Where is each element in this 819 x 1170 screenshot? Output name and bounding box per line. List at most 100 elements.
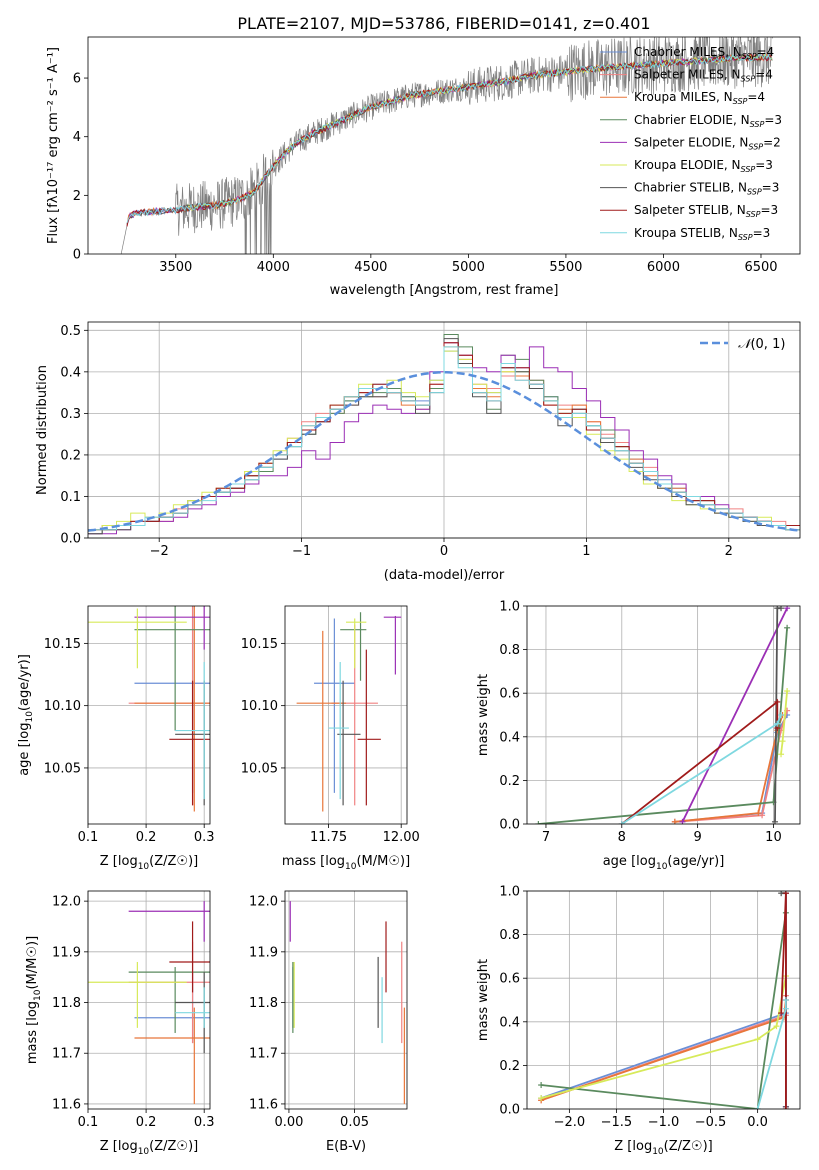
y-tick-label: 11.7 [249, 1047, 278, 1062]
y-tick-label: 11.8 [249, 996, 278, 1011]
y-axis-label: mass weight [476, 674, 491, 756]
y-tick-label: 11.6 [52, 1097, 81, 1112]
x-tick-label: 4000 [257, 260, 290, 275]
x-axis-label: Z [log10(Z/Z☉)] [614, 1139, 712, 1157]
y-tick-label: 12.0 [52, 895, 81, 910]
x-axis-label: mass [log10(M/M☉)] [282, 854, 410, 872]
y-tick-label: 0.4 [499, 1015, 520, 1030]
x-tick-label: 0.2 [136, 1115, 157, 1130]
axes-frame [87, 36, 801, 255]
x-axis-label: wavelength [Angstrom, rest frame] [330, 283, 559, 298]
axes-frame [87, 890, 211, 1110]
y-tick-label: 0.6 [499, 972, 520, 987]
y-tick-label: 0.8 [499, 643, 520, 658]
y-tick-label: 11.7 [52, 1047, 81, 1062]
legend-label-salpeter-elodie: Salpeter ELODIE, NSSP=2 [634, 135, 781, 151]
mass-weight-vs-age-plot-area [535, 606, 791, 824]
y-tick-label: 0.1 [60, 490, 81, 505]
x-tick-label: 5500 [549, 260, 582, 275]
legend-label-salpeter-stelib: Salpeter STELIB, NSSP=3 [634, 203, 778, 219]
y-tick-label: 1.0 [499, 885, 520, 900]
residuals-legend: 𝒩(0, 1) [700, 337, 785, 352]
x-tick-label: 6500 [744, 260, 777, 275]
x-tick-label: 0 [440, 544, 448, 559]
x-tick-label: −0.5 [695, 1115, 727, 1130]
legend-label-kroupa-miles: Kroupa MILES, NSSP=4 [634, 90, 765, 106]
legend-label-salpeter-miles: Salpeter MILES, NSSP=4 [634, 68, 773, 84]
y-tick-label: 0.6 [499, 687, 520, 702]
model-spectrum-kroupa-miles-n-ssp-4 [126, 53, 772, 226]
x-tick-label: −1.5 [601, 1115, 633, 1130]
x-tick-label: 1 [582, 544, 590, 559]
spectrum-legend: Chabrier MILES, NSSP=4 Salpeter MILES, NS… [600, 45, 782, 242]
y-tick-label: 2 [73, 189, 81, 204]
observed-spectrum-line [120, 37, 773, 254]
x-tick-label: −2.0 [554, 1115, 586, 1130]
x-tick-label: 0.3 [194, 1115, 215, 1130]
y-tick-label: 10.05 [44, 761, 81, 776]
y-tick-label: 10.10 [44, 699, 81, 714]
x-tick-label: 7 [542, 830, 550, 845]
mass-weight-vs-metallicity-panel: −2.0 −1.5 −1.0 −0.5 0.0 0.0 0.2 0.4 0.6 0.8 1.0 Z [… [476, 885, 801, 1157]
spectrum-panel: 3500 4000 4500 5000 5500 6000 6500 0 2 4 6 waveleng… [46, 36, 801, 298]
y-tick-label: 6 [73, 72, 81, 87]
x-axis-label: Z [log10(Z/Z☉)] [100, 854, 198, 872]
x-tick-label: 0.3 [194, 830, 215, 845]
mass-weight-vs-age-panel: 7 8 9 10 0.0 0.2 0.4 0.6 0.8 1.0 age [log10(age/yr… [476, 600, 801, 872]
y-tick-label: 0.8 [499, 928, 520, 943]
x-tick-label: 6000 [647, 260, 680, 275]
x-tick-label: 9 [693, 830, 701, 845]
y-tick-label: 11.6 [249, 1097, 278, 1112]
residuals-plot-area [88, 334, 800, 535]
y-tick-label: 0.5 [60, 324, 81, 339]
x-tick-label: 2 [725, 544, 733, 559]
y-tick-label: 0.0 [499, 818, 520, 833]
y-tick-label: 11.9 [52, 945, 81, 960]
mass-vs-Z-plot-area [88, 901, 210, 1104]
y-tick-label: 0.4 [499, 730, 520, 745]
y-axis-label: Flux [fλ10⁻¹⁷ erg cm⁻² s⁻¹ A⁻¹] [46, 47, 61, 244]
y-axis-label: Normed distribution [35, 365, 50, 495]
x-tick-label: 0.1 [78, 1115, 99, 1130]
legend-label-gaussian: 𝒩(0, 1) [738, 337, 785, 352]
y-tick-label: 4 [73, 130, 81, 145]
x-tick-label: 11.75 [310, 830, 347, 845]
x-tick-label: 4500 [354, 260, 387, 275]
gaussian-reference-line [88, 371, 800, 532]
histogram-kroupa-stelib [88, 346, 800, 531]
y-tick-label: 0.2 [60, 448, 81, 463]
age-vs-Z-plot-area [88, 606, 210, 812]
y-tick-label: 0 [73, 248, 81, 263]
spectrum-plot-area [120, 37, 773, 254]
axes-frame [284, 605, 408, 825]
axes-frame [526, 605, 801, 825]
y-tick-label: 0.3 [60, 407, 81, 422]
y-tick-label: 1.0 [499, 600, 520, 615]
y-axis-label: mass weight [476, 959, 491, 1041]
age-vs-mass-panel: 11.75 12.00 10.05 10.10 10.15 mass [log10(M/M… [241, 605, 420, 872]
age-vs-metallicity-panel: 0.1 0.2 0.3 10.05 10.10 10.15 Z [log10(Z/Z☉)] a… [17, 605, 215, 872]
x-tick-label: 8 [618, 830, 626, 845]
x-tick-label: −1 [292, 544, 311, 559]
y-tick-label: 12.0 [249, 895, 278, 910]
mass-vs-ebv-plot-area [289, 901, 405, 1104]
legend-label-chabrier-elodie: Chabrier ELODIE, NSSP=3 [634, 113, 782, 129]
y-tick-label: 0.2 [499, 1059, 520, 1074]
x-axis-label: age [log10(age/yr)] [603, 854, 725, 872]
mass-weight-vs-Z-plot-area [538, 891, 789, 1109]
axes-frame [284, 890, 408, 1110]
y-axis-label: age [log10(age/yr)] [17, 654, 35, 776]
mass-vs-metallicity-panel: 0.1 0.2 0.3 11.6 11.7 11.8 11.9 12.0 Z [log10(Z/… [25, 890, 215, 1157]
x-tick-label: 12.00 [383, 830, 420, 845]
y-tick-label: 0.2 [499, 774, 520, 789]
y-axis-label: mass [log10(M/M☉)] [25, 936, 43, 1064]
x-tick-label: 0.2 [136, 830, 157, 845]
weight-line-salpeter-elodie [681, 607, 788, 823]
x-tick-label: 0.05 [340, 1115, 369, 1130]
model-spectrum-kroupa-stelib-n-ssp-3 [126, 53, 772, 224]
y-tick-label: 11.8 [52, 996, 81, 1011]
legend-label-kroupa-stelib: Kroupa STELIB, NSSP=3 [634, 226, 770, 242]
figure-title: PLATE=2107, MJD=53786, FIBERID=0141, z=0… [237, 14, 650, 33]
